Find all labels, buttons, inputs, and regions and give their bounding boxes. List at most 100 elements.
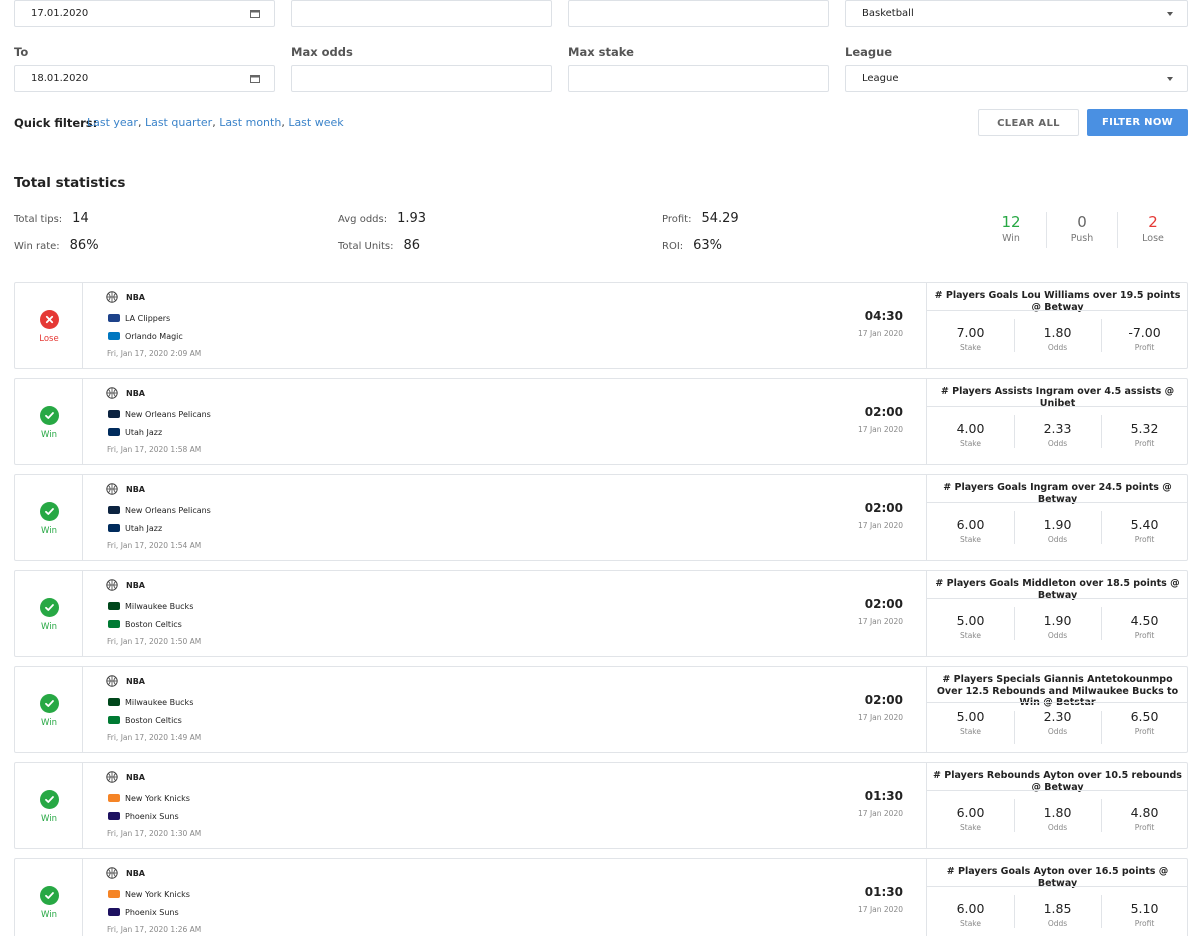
stake-value: 6.00 — [956, 901, 985, 916]
home-team[interactable]: New York Knicks — [125, 794, 190, 803]
team-logo-icon — [108, 428, 120, 436]
game-date: 17 Jan 2020 — [858, 329, 903, 338]
stake-label: Stake — [960, 439, 981, 448]
away-team[interactable]: Orlando Magic — [125, 332, 183, 341]
odds-value: 1.90 — [1043, 613, 1072, 628]
away-team[interactable]: Boston Celtics — [125, 620, 182, 629]
quick-filter-last-month[interactable]: Last month — [219, 116, 282, 129]
league-select[interactable]: League — [845, 65, 1188, 92]
tip-card[interactable]: Win NBA Milwaukee Bucks Boston Celtics F… — [14, 666, 1188, 753]
check-icon — [40, 502, 59, 521]
home-team[interactable]: LA Clippers — [125, 314, 171, 323]
game-date: 17 Jan 2020 — [858, 521, 903, 530]
market-title: # Players Goals Ayton over 16.5 points @… — [946, 866, 1169, 889]
sport-select[interactable]: Basketball — [845, 0, 1188, 27]
team-logo-icon — [108, 524, 120, 532]
check-icon — [40, 886, 59, 905]
stake-value: 5.00 — [956, 613, 985, 628]
game-date: 17 Jan 2020 — [858, 617, 903, 626]
market-title: # Players Rebounds Ayton over 10.5 rebou… — [933, 770, 1182, 793]
team-logo-icon — [108, 410, 120, 418]
home-team[interactable]: Milwaukee Bucks — [125, 698, 194, 707]
odds-label: Odds — [1047, 727, 1068, 736]
win-rate-value: 86% — [69, 238, 99, 253]
from-date-field[interactable]: 17.01.2020 — [14, 0, 275, 27]
market-panel: # Players Goals Lou Williams over 19.5 p… — [926, 283, 1188, 368]
home-team[interactable]: New Orleans Pelicans — [125, 410, 211, 419]
chevron-down-icon — [1167, 12, 1173, 16]
quick-filter-last-quarter[interactable]: Last quarter — [144, 116, 213, 129]
summary-lose-label: Lose — [1142, 233, 1164, 244]
cell-divider — [1014, 607, 1015, 640]
stake-label: Stake — [960, 919, 981, 928]
win-rate-label: Win rate: — [14, 241, 60, 252]
league-name: NBA — [126, 485, 145, 494]
cell-divider — [1014, 895, 1015, 928]
market-panel: # Players Assists Ingram over 4.5 assist… — [926, 379, 1188, 464]
cell-divider — [1101, 607, 1102, 640]
cell-divider — [1101, 895, 1102, 928]
tip-card[interactable]: Win NBA New York Knicks Phoenix Suns Fri… — [14, 858, 1188, 936]
home-team[interactable]: New York Knicks — [125, 890, 190, 899]
market-title: # Players Goals Middleton over 18.5 poin… — [935, 578, 1180, 601]
market-panel: # Players Specials Giannis Antetokounmpo… — [926, 667, 1188, 752]
min-odds-field[interactable] — [291, 0, 552, 27]
profit-label: Profit — [1134, 535, 1155, 544]
game-date: 17 Jan 2020 — [858, 425, 903, 434]
home-team[interactable]: Milwaukee Bucks — [125, 602, 194, 611]
tip-card[interactable]: Win NBA New Orleans Pelicans Utah Jazz F… — [14, 378, 1188, 465]
home-team[interactable]: New Orleans Pelicans — [125, 506, 211, 515]
tip-card[interactable]: Win NBA New York Knicks Phoenix Suns Fri… — [14, 762, 1188, 849]
result-column: Win — [15, 667, 83, 752]
away-team[interactable]: Phoenix Suns — [125, 908, 179, 917]
team-logo-icon — [108, 908, 120, 916]
profit-value: 5.32 — [1130, 421, 1159, 436]
basketball-icon — [106, 483, 118, 495]
profit-cell: 6.50 Profit — [1101, 709, 1188, 736]
calendar-icon[interactable] — [250, 74, 260, 83]
stake-label: Stake — [960, 727, 981, 736]
max-stake-field[interactable] — [568, 65, 829, 92]
market-panel: # Players Goals Ayton over 16.5 points @… — [926, 859, 1188, 936]
min-stake-field[interactable] — [568, 0, 829, 27]
team-logo-icon — [108, 716, 120, 724]
result-label: Win — [41, 910, 57, 920]
league-name: NBA — [126, 581, 145, 590]
odds-label: Odds — [1047, 823, 1068, 832]
tip-card[interactable]: Lose NBA LA Clippers Orlando Magic Fri, … — [14, 282, 1188, 369]
check-icon — [40, 406, 59, 425]
away-team[interactable]: Phoenix Suns — [125, 812, 179, 821]
odds-cell: 1.80 Odds — [1014, 805, 1101, 832]
stake-label: Stake — [960, 535, 981, 544]
summary-lose-count: 2 — [1148, 213, 1158, 231]
cell-divider — [1101, 711, 1102, 744]
odds-label: Odds — [1047, 439, 1068, 448]
away-team[interactable]: Boston Celtics — [125, 716, 182, 725]
tip-card[interactable]: Win NBA Milwaukee Bucks Boston Celtics F… — [14, 570, 1188, 657]
quick-filter-last-week[interactable]: Last week — [288, 116, 344, 129]
basketball-icon — [106, 291, 118, 303]
tip-card[interactable]: Win NBA New Orleans Pelicans Utah Jazz F… — [14, 474, 1188, 561]
result-column: Win — [15, 763, 83, 848]
league-name: NBA — [126, 677, 145, 686]
clear-all-button[interactable]: CLEAR ALL — [978, 109, 1079, 136]
quick-filters-label: Quick filters: — [14, 116, 98, 130]
profit-cell: -7.00 Profit — [1101, 325, 1188, 352]
odds-cell: 2.30 Odds — [1014, 709, 1101, 736]
result-column: Win — [15, 475, 83, 560]
avg-odds-value: 1.93 — [397, 211, 427, 226]
cell-divider — [1101, 511, 1102, 544]
result-label: Win — [41, 718, 57, 728]
total-tips-value: 14 — [72, 211, 89, 226]
away-team[interactable]: Utah Jazz — [125, 524, 163, 533]
result-column: Win — [15, 571, 83, 656]
to-date-field[interactable]: 18.01.2020 — [14, 65, 275, 92]
league-label: League — [845, 45, 893, 59]
quick-filter-last-year[interactable]: Last year — [87, 116, 138, 129]
summary-win-count: 12 — [1001, 213, 1021, 231]
max-odds-field[interactable] — [291, 65, 552, 92]
away-team[interactable]: Utah Jazz — [125, 428, 163, 437]
filter-now-button[interactable]: FILTER NOW — [1087, 109, 1188, 136]
stake-cell: 5.00 Stake — [927, 709, 1014, 736]
calendar-icon[interactable] — [250, 9, 260, 18]
